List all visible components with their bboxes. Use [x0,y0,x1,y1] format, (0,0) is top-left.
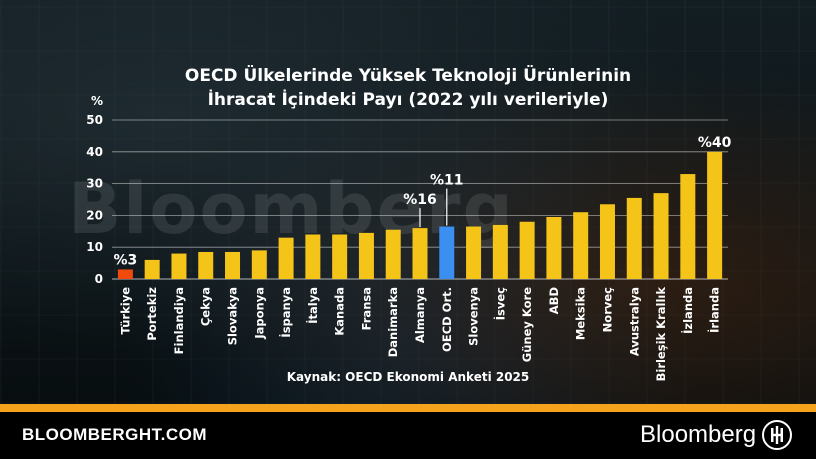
bar [144,259,160,279]
y-axis-unit: % [91,94,103,108]
watermark: Bloomberg [68,168,515,250]
bar [332,234,348,279]
x-tick-label: Kanada [333,287,347,336]
ht-logo-icon [762,420,792,450]
bar [680,174,696,279]
x-tick-label: İrlanda [707,287,722,333]
data-label: %3 [114,252,138,268]
x-tick-label: ABD [547,287,561,314]
background-image [0,0,816,404]
x-tick-label: Meksika [574,287,588,340]
x-tick-label: Almanya [413,287,427,343]
bar [519,221,535,279]
data-label: %16 [403,192,437,208]
y-tick-label: 0 [95,272,103,286]
x-tick-label: İsveç [492,287,507,320]
bar [707,151,723,279]
y-tick-label: 40 [86,145,103,159]
chart-title-line2: İhracat İçindeki Payı (2022 yılı veriler… [207,90,609,110]
x-tick-label: Güney Kore [520,287,534,362]
bar [198,251,214,279]
bar [466,226,482,279]
data-label: %11 [430,173,464,189]
bar [171,253,187,279]
data-label: %40 [698,135,732,151]
x-tick-label: Slovenya [467,287,481,346]
x-tick-label: İspanya [278,287,293,338]
bar [225,251,241,279]
x-tick-label: Birleşik Krallık [654,287,668,382]
x-tick-label: Çekya [199,287,213,326]
bar [358,232,374,279]
x-tick-label: İtalya [305,287,320,324]
x-tick-label: Norveç [600,287,614,332]
bar [599,204,615,279]
bar-chart: % 0 10 20 30 40 50 Türkiye %3 Portekiz Finlandiya Ç… [86,94,732,382]
bar [626,197,642,279]
bar [412,228,428,279]
bar [385,229,401,279]
x-tick-label: OECD Ort. [440,287,454,352]
bar [305,234,321,279]
x-tick-label: Slovakya [226,287,240,345]
bar [573,212,589,279]
footer-stripe [0,404,816,412]
bar [278,237,294,279]
x-tick-label: Türkiye [118,287,132,335]
site-link[interactable]: BLOOMBERGHT.COM [22,425,208,444]
bar [117,269,133,279]
bar [492,224,508,279]
y-tick-label: 30 [86,177,103,191]
x-tick-label: Avustralya [627,287,641,356]
bar [251,250,267,279]
source-note: Kaynak: OECD Ekonomi Anketi 2025 [286,370,530,384]
bar [546,216,562,279]
bar [439,226,455,279]
chart-title-line1: OECD Ülkelerinde Yüksek Teknoloji Ürünle… [184,66,632,86]
footer-bar [0,412,816,459]
y-tick-label: 20 [86,208,103,222]
x-tick-label: Japonya [252,287,266,340]
chart-title: OECD Ülkelerinde Yüksek Teknoloji Ürünle… [0,64,816,112]
background-overlay [0,0,816,404]
brand-logo: Bloomberg [640,421,757,448]
y-tick-label: 10 [86,240,103,254]
bar [653,193,669,279]
x-tick-label: Finlandiya [172,287,186,354]
y-tick-label: 50 [86,113,103,127]
x-tick-label: Fransa [359,287,373,330]
x-tick-label: Portekiz [145,287,159,341]
x-tick-label: İzlanda [680,287,695,334]
x-tick-label: Danimarka [386,287,400,357]
